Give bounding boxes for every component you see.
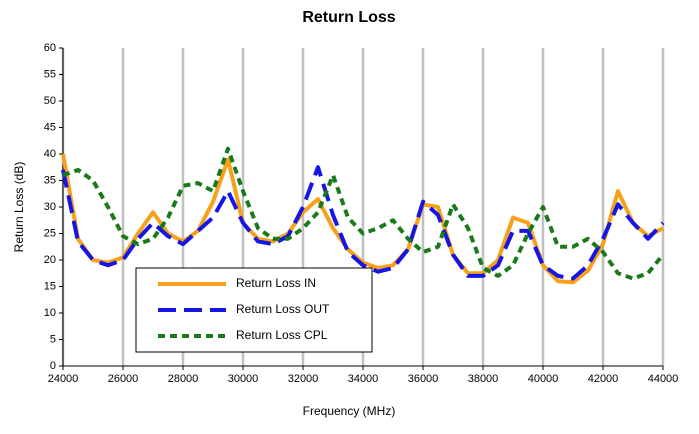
line-series bbox=[62, 146, 665, 281]
y-tick-label: 55 bbox=[44, 68, 56, 80]
x-tick-label: 30000 bbox=[228, 373, 259, 385]
x-tick-label: 42000 bbox=[588, 373, 619, 385]
y-tick-label: 15 bbox=[44, 280, 56, 292]
y-tick-label: 30 bbox=[44, 201, 56, 213]
x-tick-label: 32000 bbox=[288, 373, 319, 385]
y-tick-label: 50 bbox=[44, 95, 56, 107]
y-tick-label: 0 bbox=[50, 360, 56, 372]
y-tick-label: 60 bbox=[44, 42, 56, 54]
legend-label: Return Loss OUT bbox=[236, 302, 330, 316]
x-tick-label: 40000 bbox=[528, 373, 559, 385]
y-tick-label: 45 bbox=[44, 121, 56, 133]
y-tick-label: 5 bbox=[50, 333, 56, 345]
y-tick-label: 35 bbox=[44, 174, 56, 186]
line-series bbox=[61, 165, 665, 281]
x-axis-label: Frequency (MHz) bbox=[303, 404, 396, 418]
legend-label: Return Loss IN bbox=[236, 276, 316, 290]
legend-label: Return Loss CPL bbox=[236, 328, 328, 342]
y-tick-label: 20 bbox=[44, 254, 56, 266]
x-tick-label: 24000 bbox=[48, 373, 79, 385]
y-tick-label: 10 bbox=[44, 307, 56, 319]
y-axis-label: Return Loss (dB) bbox=[12, 162, 26, 253]
x-tick-label: 36000 bbox=[408, 373, 439, 385]
x-tick-label: 34000 bbox=[348, 373, 379, 385]
x-tick-label: 38000 bbox=[468, 373, 499, 385]
x-tick-label: 26000 bbox=[108, 373, 139, 385]
chart-title: Return Loss bbox=[302, 9, 395, 26]
x-tick-label: 28000 bbox=[168, 373, 199, 385]
y-tick-label: 25 bbox=[44, 227, 56, 239]
y-tick-label: 40 bbox=[44, 148, 56, 160]
x-tick-label: 44000 bbox=[648, 373, 679, 385]
